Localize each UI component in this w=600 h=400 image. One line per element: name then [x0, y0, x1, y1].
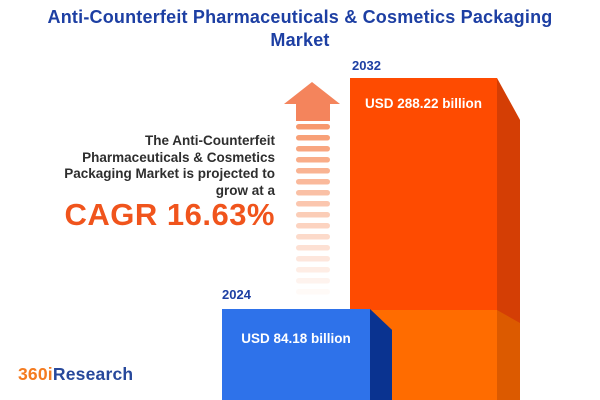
bar-2024-side-face: [370, 309, 392, 400]
description-line: grow at a: [215, 182, 275, 198]
bar-2024-front: [222, 309, 370, 400]
bar-2024-value-label: USD 84.18 billion: [241, 331, 351, 346]
bar-2032-side-face: [497, 78, 520, 400]
brand-logo: 360iResearch: [18, 364, 133, 385]
page-title: Anti-Counterfeit Pharmaceuticals & Cosme…: [47, 7, 553, 50]
description-line: Pharmaceuticals & Cosmetics: [82, 149, 275, 165]
bar-2024-year-label: 2024: [222, 287, 251, 302]
brand-logo-suffix: Research: [52, 364, 134, 384]
description-line: The Anti-Counterfeit: [145, 133, 275, 148]
description-line: Packaging Market is projected to: [64, 166, 275, 181]
cagr-value: CAGR 16.63%: [64, 197, 275, 232]
bar-2032-value-label: USD 288.22 billion: [364, 96, 483, 111]
growth-arrow-icon: [284, 82, 340, 295]
bar-2032-year-label: 2032: [352, 58, 381, 73]
bar-2032-front-upper: [350, 78, 497, 310]
market-description: The Anti-Counterfeit Pharmaceuticals & C…: [5, 133, 275, 199]
brand-logo-prefix: 360i: [18, 364, 53, 384]
